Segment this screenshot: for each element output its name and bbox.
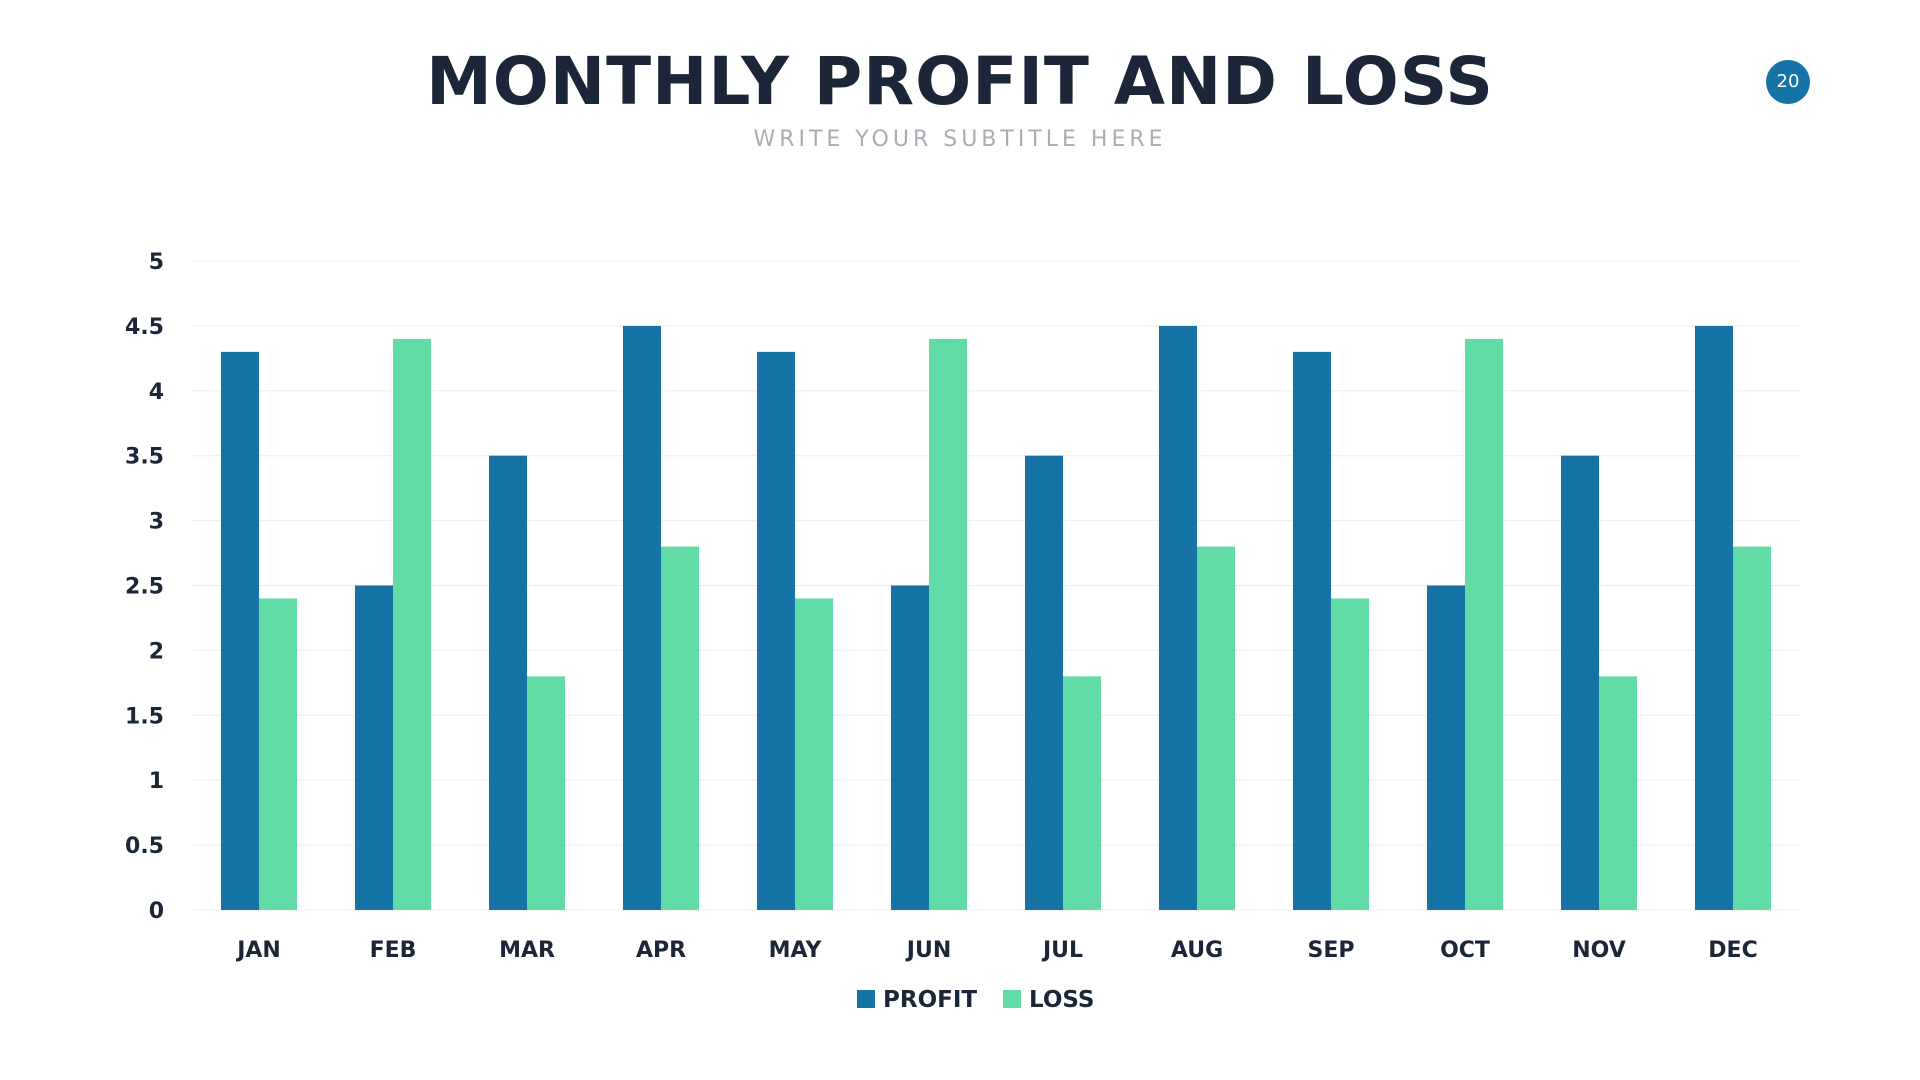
bar-profit-jun [891,585,929,910]
bar-profit-sep [1293,351,1331,910]
chart-title: MONTHLY PROFIT AND LOSS [426,43,1494,120]
legend-swatch-loss [1003,990,1021,1008]
y-tick-label: 4 [149,380,164,405]
y-tick-label: 4.5 [125,315,164,340]
bar-loss-nov [1599,676,1637,910]
bar-profit-may [757,351,795,910]
y-tick-label: 1 [149,769,164,794]
bar-loss-mar [527,676,565,910]
x-tick-label: APR [636,938,686,963]
bar-profit-apr [623,325,661,910]
x-tick-label: JAN [235,938,281,963]
x-tick-label: JUL [1041,938,1083,963]
bar-profit-nov [1561,455,1599,910]
y-tick-label: 0.5 [125,834,164,859]
bar-loss-oct [1465,338,1503,910]
bar-loss-jun [929,338,967,910]
page-number-badge: 20 [1766,60,1810,104]
bar-loss-jul [1063,676,1101,910]
legend-swatch-profit [857,990,875,1008]
bar-profit-aug [1159,325,1197,910]
bar-profit-mar [489,455,527,910]
x-tick-label: NOV [1572,938,1626,963]
bar-profit-feb [355,585,393,910]
x-tick-label: FEB [370,938,417,963]
bar-loss-dec [1733,546,1771,910]
bar-loss-aug [1197,546,1235,910]
x-tick-label: AUG [1171,938,1223,963]
bar-profit-jan [221,351,259,910]
bar-loss-jan [259,598,297,910]
y-tick-label: 3.5 [125,445,164,470]
bar-loss-feb [393,338,431,910]
y-tick-label: 1.5 [125,704,164,729]
bar-loss-apr [661,546,699,910]
bar-profit-oct [1427,585,1465,910]
y-tick-label: 2 [149,639,164,664]
x-tick-label: JUN [905,938,951,963]
x-tick-label: MAY [769,938,823,963]
bar-profit-dec [1695,325,1733,910]
x-tick-label: DEC [1708,938,1757,963]
legend-label-profit: PROFIT [883,987,977,1013]
bar-loss-may [795,598,833,910]
y-tick-label: 0 [149,899,164,924]
y-tick-label: 2.5 [125,575,164,600]
y-tick-label: 5 [149,250,164,275]
legend-label-loss: LOSS [1029,987,1095,1013]
x-tick-label: OCT [1440,938,1490,963]
bar-profit-jul [1025,455,1063,910]
x-tick-label: MAR [499,938,555,963]
x-tick-label: SEP [1308,938,1355,963]
chart-subtitle: WRITE YOUR SUBTITLE HERE [753,127,1167,152]
y-tick-label: 3 [149,510,164,535]
bar-loss-sep [1331,598,1369,910]
